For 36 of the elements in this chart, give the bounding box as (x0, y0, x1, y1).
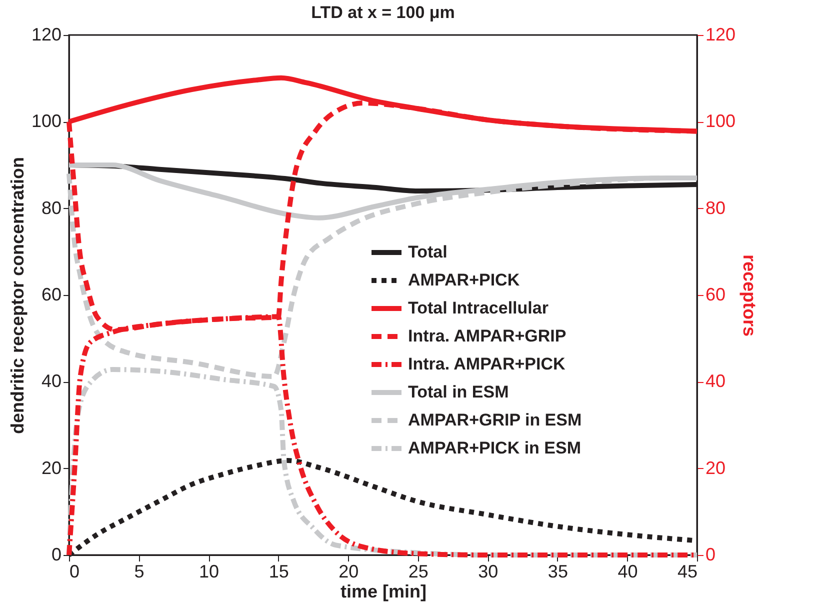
legend-label: Intra. AMPAR+PICK (408, 354, 566, 374)
chart-title: LTD at x = 100 μm (311, 3, 455, 22)
y2-tick-label: 120 (706, 24, 736, 44)
y2-tick-label: 40 (706, 371, 726, 392)
x-tick-label: 15 (268, 562, 289, 582)
y-tick-label: 120 (31, 24, 62, 44)
y2-tick-label: 60 (706, 284, 726, 304)
y-tick-label: 20 (41, 458, 62, 478)
y-tick-label: 40 (41, 371, 62, 392)
legend-label: Intra. AMPAR+GRIP (408, 326, 566, 346)
x-tick-label: 10 (199, 562, 220, 582)
legend-label: Total Intracellular (408, 298, 549, 318)
x-tick-label: 20 (338, 562, 359, 582)
x-axis-title: time [min] (340, 582, 427, 602)
y-tick-label: 60 (41, 284, 62, 304)
x-tick-label: 35 (548, 562, 568, 582)
x-tick-label: 5 (134, 562, 144, 582)
y2-tick-label: 0 (706, 544, 716, 564)
x-tick-label: 30 (478, 562, 498, 582)
x-tick-label: 0 (70, 562, 80, 582)
x-tick-label: 25 (408, 562, 428, 582)
y2-tick-label: 20 (706, 458, 726, 478)
y-tick-label: 100 (31, 111, 62, 132)
y-axis-title: dendritic receptor concentration (7, 156, 28, 434)
x-tick-label: 40 (618, 562, 638, 582)
y2-axis-title: receptors (740, 254, 760, 337)
y-tick-label: 80 (41, 198, 62, 218)
y-tick-label: 0 (51, 544, 62, 564)
legend-label: Total (408, 242, 448, 262)
legend-label: AMPAR+PICK in ESM (408, 438, 582, 458)
y2-tick-label: 100 (706, 111, 736, 132)
y2-tick-label: 80 (706, 198, 726, 218)
x-tick-label: 45 (677, 562, 698, 582)
legend-label: Total in ESM (408, 382, 509, 402)
legend-label: AMPAR+GRIP in ESM (408, 410, 582, 430)
legend-label: AMPAR+PICK (408, 270, 520, 290)
